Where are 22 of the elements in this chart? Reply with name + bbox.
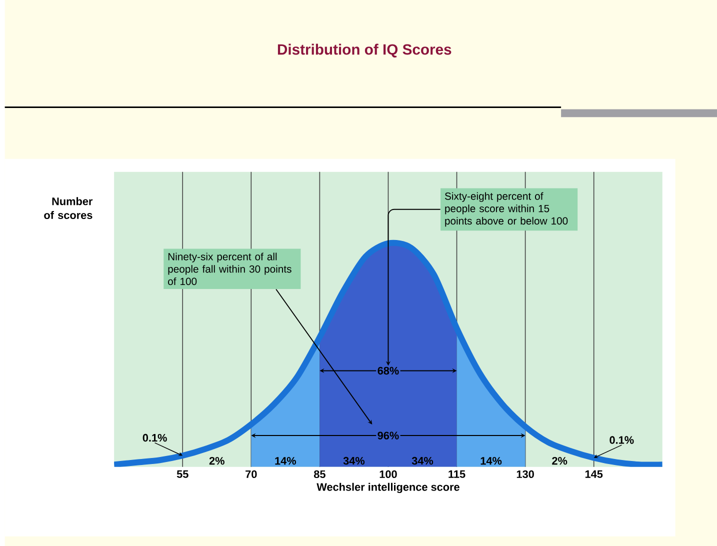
annotation: 34% xyxy=(343,456,365,465)
x-tick-label: 85 xyxy=(314,470,326,478)
x-tick-label: 70 xyxy=(246,470,257,478)
annotation: 68% xyxy=(378,366,399,374)
annotation: 14% xyxy=(480,456,502,464)
x-tick-label: 145 xyxy=(585,470,603,478)
x-tick-label: 115 xyxy=(448,470,466,478)
y-axis-title: Number of scores xyxy=(44,197,93,219)
annotation: 14% xyxy=(275,456,296,464)
annotation: Ninety-six percent of all people fall within 30 points of 100 xyxy=(168,252,292,285)
text: Sixty-eight percent of people score within 15 points above or below 100 xyxy=(444,192,568,227)
annotation: 2% xyxy=(552,456,568,464)
annotation: 34% xyxy=(412,456,434,465)
x-tick-label: 130 xyxy=(516,470,534,478)
chart-title: Distribution of IQ Scores xyxy=(278,44,452,58)
x-tick-label: 55 xyxy=(176,470,188,478)
annotation: 0.1% xyxy=(142,434,167,442)
annotation: 2% xyxy=(209,456,224,464)
annotation: 0.1% xyxy=(610,436,634,444)
x-tick-label: 100 xyxy=(380,470,397,478)
x-axis-title: Wechsler intelligence score xyxy=(316,482,460,493)
annotation: 96% xyxy=(378,432,399,440)
